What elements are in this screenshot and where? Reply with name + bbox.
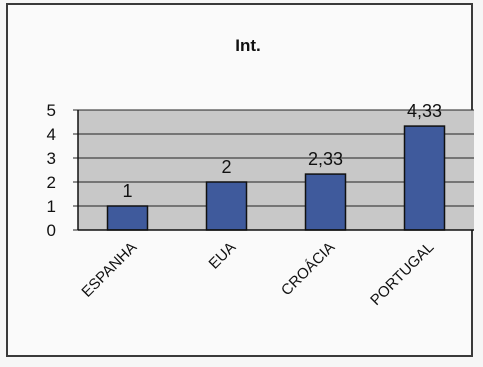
bar bbox=[304, 173, 347, 231]
data-labels: 1 2 2,33 4,33 bbox=[122, 101, 442, 201]
category-labels: ESPANHA EUA CROÁCIA PORTUGAL bbox=[78, 239, 437, 309]
y-tick-label: 5 bbox=[47, 101, 56, 120]
bar-chart: Int. 0 1 2 3 4 5 1 2 2,33 4,33 ESPANHA EUA CROÁCIA… bbox=[47, 36, 474, 309]
category-label: EUA bbox=[205, 239, 239, 273]
data-label: 4,33 bbox=[407, 101, 442, 121]
chart-title: Int. bbox=[235, 36, 261, 55]
category-label: PORTUGAL bbox=[367, 239, 437, 309]
y-tick-label: 4 bbox=[47, 125, 56, 144]
data-label: 1 bbox=[122, 181, 132, 201]
bars bbox=[106, 125, 446, 231]
bar bbox=[106, 205, 149, 231]
y-tick-label: 0 bbox=[47, 221, 56, 240]
chart-frame: Int. 0 1 2 3 4 5 1 2 2,33 4,33 ESPANHA EUA CROÁCIA… bbox=[6, 3, 474, 357]
y-tick-label: 3 bbox=[47, 149, 56, 168]
bar bbox=[205, 181, 248, 231]
data-label: 2 bbox=[221, 157, 231, 177]
category-label: ESPANHA bbox=[78, 239, 140, 301]
bar bbox=[403, 125, 446, 231]
y-axis-ticks: 0 1 2 3 4 5 bbox=[47, 101, 78, 240]
y-tick-label: 1 bbox=[47, 197, 56, 216]
category-label: CROÁCIA bbox=[278, 239, 338, 299]
y-tick-label: 2 bbox=[47, 173, 56, 192]
data-label: 2,33 bbox=[308, 149, 343, 169]
